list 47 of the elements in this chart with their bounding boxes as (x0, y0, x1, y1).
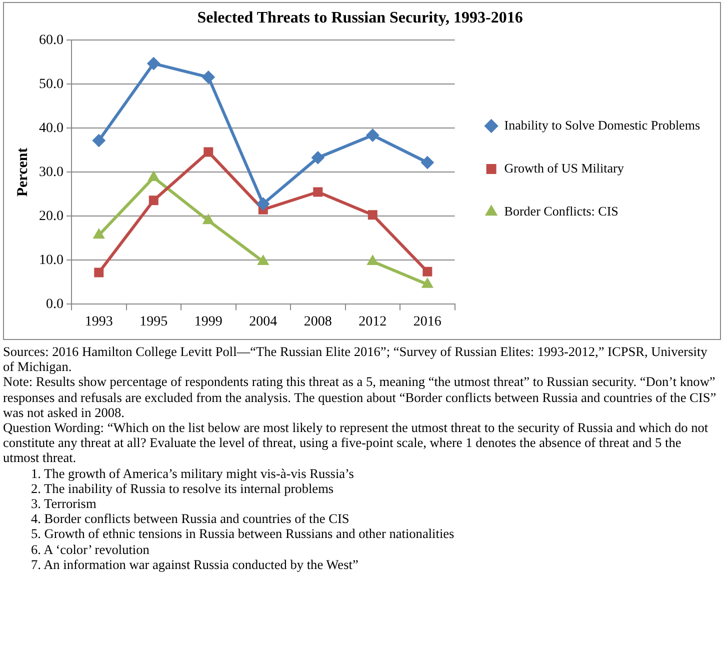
point (93, 228, 105, 239)
point (422, 278, 434, 288)
y-tick-label: 40.0 (39, 120, 64, 136)
text: 6. A ‘color’ revolution (30, 542, 150, 557)
point (311, 151, 324, 164)
text: 7. An information war against Russia conducted by the West” (30, 556, 360, 572)
y-tick-label: 60.0 (39, 32, 64, 48)
y-tick-label: 10.0 (39, 252, 64, 268)
point (202, 70, 215, 84)
x-tick-label: 1993 (84, 314, 113, 330)
y-tick-label: 0.0 (46, 296, 64, 312)
point (148, 196, 158, 206)
point (202, 214, 214, 224)
y-tick-label: 30.0 (39, 164, 64, 180)
text: Note: Results show percentage of respondents rating this threat as a 5, meaning “the utmost threat” to Russian security. “Don’t know” responses and refusals are excluded from the analysis. The question about “Border conflicts between Russia and countries of the CIS” was not asked in 2008. (3, 374, 718, 420)
text: 2. The inability of Russia to resolve its internal problems (30, 480, 335, 496)
point (422, 266, 432, 276)
source-note: Sources: 2016 Hamilton College Levitt Poll—“The Russian Elite 2016”; “Survey of Russian Elites: 1993-2012,” ICPSR, University of Michigan. (3, 344, 708, 374)
text: Question Wording: “Which on the list below are most likely to represent the utmost threat to the security of Russia and which do not constitute any threat at all? Evaluate the level of threat, using a five-point scale, where 1 denotes the absence of threat and 5 the utmost threat. (3, 420, 710, 466)
point (92, 134, 106, 148)
point (368, 210, 378, 220)
point (366, 255, 378, 266)
x-tick-label: 2016 (413, 314, 442, 330)
point (147, 57, 160, 70)
x-tick-label: 1999 (194, 314, 222, 330)
x-tick-label: 2012 (358, 314, 387, 330)
y-tick-label: 20.0 (39, 208, 64, 224)
x-tick-label: 1995 (140, 314, 168, 330)
text: 1. The growth of America’s military might vis-à-vis Russia’s (30, 466, 355, 481)
point (420, 156, 434, 170)
chart-title: Selected Threats to Russian Security, 1993-2016 (197, 10, 523, 27)
legend-label: Inability to Solve Domestic Problems (504, 117, 700, 132)
point (256, 197, 270, 210)
y-tick-label: 50.0 (39, 76, 64, 92)
x-tick-label: 2004 (249, 314, 278, 330)
y-axis-title: Percent (14, 148, 31, 197)
x-tick-label: 2008 (304, 314, 332, 330)
point (313, 187, 323, 197)
text: 3. Terrorism (30, 496, 98, 512)
text: 4. Border conflicts between Russia and countries of the CIS (30, 511, 350, 526)
text: 5. Growth of ethnic tensions in Russia between Russians and other nationalities (30, 526, 456, 542)
point (366, 128, 380, 142)
point (257, 255, 269, 266)
point (94, 268, 104, 278)
legend-label: Growth of US Military (504, 160, 624, 176)
point (204, 147, 214, 157)
legend-label: Border Conflicts: CIS (504, 203, 618, 218)
